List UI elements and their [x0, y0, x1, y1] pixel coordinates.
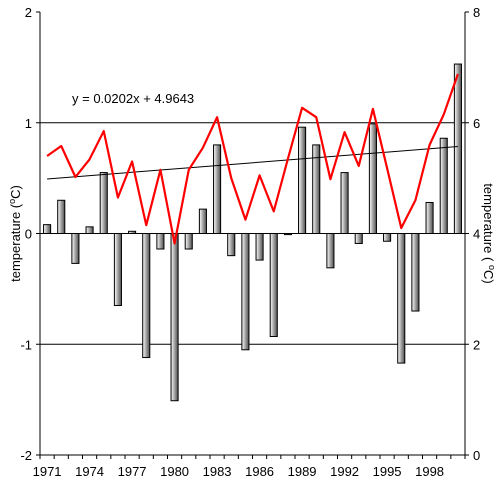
tick-label-x: 1995: [373, 464, 402, 479]
bar: [99, 172, 108, 234]
bar: [439, 137, 448, 235]
tick-label-x: 1971: [33, 464, 62, 479]
bar: [170, 233, 179, 402]
tick-label-x: 1986: [245, 464, 274, 479]
line-series: [46, 73, 459, 245]
bar: [213, 144, 222, 234]
y-axis-label-right: temperature ( oC): [481, 183, 497, 283]
y-axis-label-left: temperature (oC): [7, 185, 23, 282]
bar: [326, 233, 335, 269]
tick-label-x: 1977: [118, 464, 147, 479]
tick-label-x: 1989: [288, 464, 317, 479]
tick-label-x: 1983: [203, 464, 232, 479]
tick-label-right: 0: [473, 448, 480, 463]
bar: [425, 201, 434, 235]
tick-label-left: 0: [25, 227, 32, 242]
bar: [71, 233, 80, 264]
trendline-group: [47, 146, 458, 180]
tick-label-left: 1: [25, 116, 32, 131]
bar-series: [43, 63, 462, 402]
trendline-equation: y = 0.0202x + 4.9643: [72, 91, 194, 106]
bar: [411, 233, 420, 312]
bar: [227, 233, 236, 257]
gridlines: [40, 122, 465, 345]
bar: [340, 172, 349, 234]
bar: [128, 230, 137, 235]
bar: [255, 233, 264, 261]
trendline: [47, 146, 458, 180]
bar: [57, 199, 66, 234]
tick-labels: -2 -1 0 1 2 0 2 4 6 8 1971 1974 1977 1980 1983 1986 1989…: [20, 5, 480, 479]
tick-label-x: 1998: [415, 464, 444, 479]
bar: [85, 226, 94, 234]
bar: [241, 233, 250, 351]
tick-label-right: 4: [473, 227, 480, 242]
tick-label-right: 2: [473, 337, 480, 352]
tick-label-left: 2: [25, 5, 32, 20]
bar: [142, 233, 151, 359]
tick-label-x: 1980: [160, 464, 189, 479]
tick-label-left: -2: [20, 448, 32, 463]
tick-label-x: 1974: [75, 464, 104, 479]
bar: [156, 233, 165, 250]
tick-label-right: 6: [473, 116, 480, 131]
bar: [368, 123, 377, 234]
tick-label-left: -1: [20, 337, 32, 352]
tick-label-x: 1992: [330, 464, 359, 479]
line-series-group: [46, 73, 459, 245]
bar: [283, 233, 292, 236]
bar: [354, 233, 363, 244]
bar: [383, 233, 392, 242]
bar: [397, 233, 406, 364]
bar: [312, 144, 321, 234]
bar: [453, 63, 462, 234]
bar: [269, 233, 278, 337]
bar: [43, 224, 52, 234]
bar: [298, 126, 307, 234]
bar: [184, 233, 193, 250]
bar: [198, 208, 207, 234]
bar: [113, 233, 122, 306]
tick-label-right: 8: [473, 5, 480, 20]
axes: [36, 11, 469, 459]
